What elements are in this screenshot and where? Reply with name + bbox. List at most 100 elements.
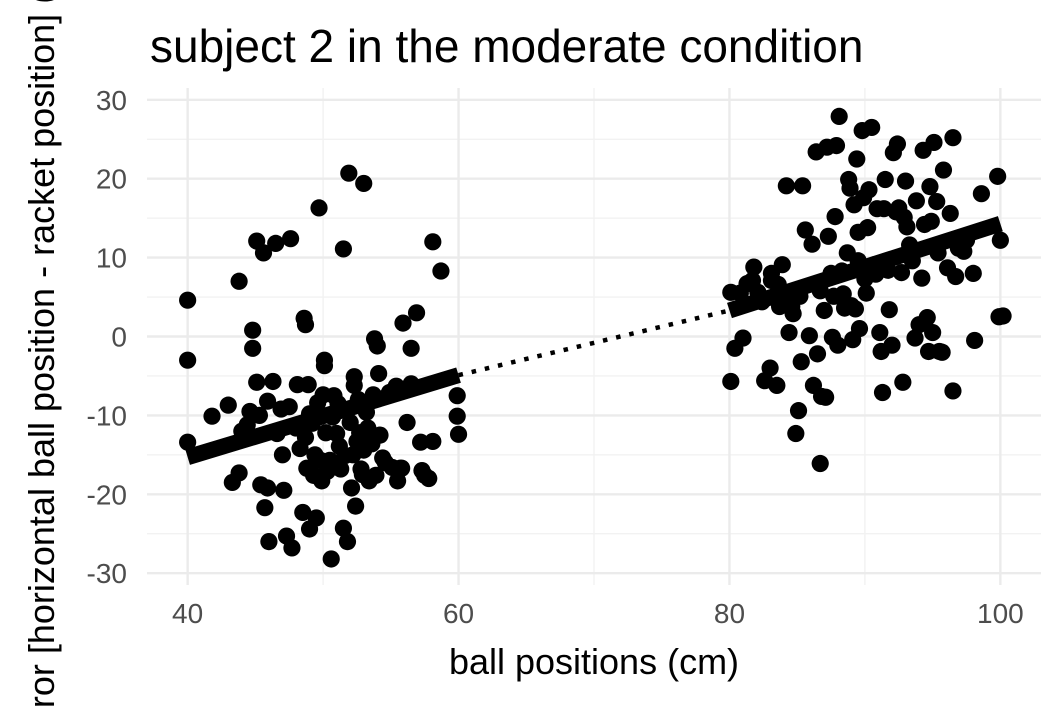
- data-point: [296, 316, 315, 334]
- data-point: [925, 133, 943, 152]
- data-point: [947, 267, 965, 286]
- data-point: [817, 388, 835, 406]
- data-point: [280, 398, 298, 416]
- data-point: [784, 305, 802, 323]
- data-point: [357, 403, 376, 421]
- data-point: [964, 264, 982, 282]
- data-point: [768, 376, 786, 395]
- data-point: [449, 425, 468, 443]
- data-point: [792, 353, 810, 371]
- data-point: [367, 466, 385, 484]
- data-point: [368, 337, 386, 355]
- data-point: [402, 339, 420, 357]
- data-point: [338, 533, 357, 551]
- data-point: [258, 479, 277, 497]
- data-point: [922, 212, 940, 230]
- data-point: [244, 321, 262, 339]
- y-axis-title: error [horizontal ball position - racket…: [21, 0, 62, 708]
- data-point: [972, 185, 991, 203]
- data-point: [819, 227, 837, 245]
- data-point: [934, 161, 953, 179]
- data-point: [296, 428, 315, 447]
- data-point: [789, 402, 808, 420]
- data-point: [230, 272, 248, 290]
- data-point: [815, 301, 833, 320]
- data-point: [849, 252, 867, 270]
- data-point: [857, 284, 875, 302]
- data-point: [991, 231, 1009, 249]
- data-point: [871, 323, 889, 342]
- data-point: [929, 244, 947, 262]
- data-point: [811, 282, 829, 300]
- data-point: [873, 383, 892, 402]
- data-point: [944, 382, 962, 400]
- data-point: [826, 207, 844, 226]
- data-point: [432, 262, 450, 280]
- data-point: [264, 372, 282, 391]
- data-point: [941, 204, 959, 223]
- data-point: [323, 408, 342, 426]
- y-tick-label: 30: [96, 85, 127, 116]
- grid: [147, 88, 1041, 585]
- data-point: [921, 178, 939, 196]
- data-point: [787, 424, 805, 443]
- data-point: [863, 118, 881, 137]
- data-point: [933, 343, 951, 361]
- data-point: [248, 373, 266, 391]
- data-point: [370, 364, 388, 383]
- data-point: [371, 426, 389, 444]
- y-tick-label: -30: [87, 558, 127, 589]
- data-point: [230, 464, 248, 482]
- data-point: [179, 291, 197, 309]
- data-point: [791, 287, 809, 305]
- data-point: [322, 550, 340, 568]
- y-tick-label: -10: [87, 400, 127, 431]
- data-point: [315, 351, 334, 369]
- data-point: [393, 459, 411, 477]
- data-point: [906, 329, 924, 347]
- fit-line-solid: [727, 216, 1003, 319]
- data-point: [957, 231, 976, 249]
- data-point: [394, 314, 412, 332]
- data-point: [966, 331, 984, 350]
- data-point: [283, 539, 301, 557]
- data-point: [349, 391, 367, 409]
- data-point: [811, 454, 829, 473]
- data-point: [347, 497, 365, 515]
- data-point: [722, 372, 740, 391]
- y-tick-label: -20: [87, 479, 127, 510]
- data-point: [913, 269, 931, 287]
- data-point: [256, 499, 274, 517]
- data-point: [273, 446, 292, 464]
- data-point: [448, 387, 466, 405]
- data-point: [294, 503, 312, 522]
- y-tick-label: 0: [111, 322, 127, 353]
- data-point: [260, 533, 278, 551]
- data-point: [334, 519, 353, 537]
- data-point: [777, 177, 795, 195]
- data-point: [275, 481, 293, 499]
- data-point: [827, 136, 846, 155]
- data-point: [424, 432, 442, 451]
- data-point: [883, 336, 901, 354]
- data-point: [267, 234, 285, 253]
- data-point: [340, 164, 358, 182]
- data-point: [918, 308, 936, 327]
- data-point: [880, 301, 898, 319]
- data-point: [250, 406, 269, 424]
- data-point: [364, 386, 382, 404]
- data-point: [420, 469, 438, 488]
- data-point: [876, 170, 894, 189]
- data-point: [407, 304, 426, 322]
- data-point: [894, 373, 912, 391]
- data-point: [859, 219, 877, 237]
- data-point: [179, 351, 197, 369]
- data-point: [780, 323, 798, 342]
- data-point: [398, 413, 416, 432]
- data-point: [860, 181, 878, 199]
- data-point: [203, 407, 221, 425]
- data-point: [769, 275, 787, 294]
- data-point: [796, 221, 814, 239]
- data-point: [848, 150, 866, 168]
